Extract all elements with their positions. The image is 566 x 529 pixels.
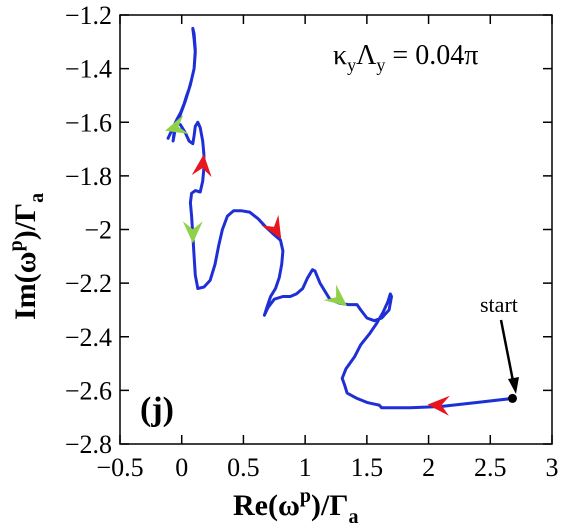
- x-tick-label: 0.5: [227, 453, 260, 482]
- axis-ticks: [119, 14, 553, 445]
- x-tick-label: −0.5: [96, 453, 143, 482]
- x-tick-label: 1: [299, 453, 312, 482]
- y-tick-label: −2.2: [65, 269, 112, 298]
- y-tick-label: −1.4: [65, 55, 112, 84]
- y-tick-label: −2.8: [65, 430, 112, 459]
- x-tick-label: 2.5: [474, 453, 507, 482]
- panel-label: (j): [140, 391, 174, 428]
- y-tick-label: −1.2: [65, 1, 112, 30]
- start-label: start: [480, 292, 518, 317]
- start-pointer-line: [499, 319, 515, 382]
- direction-arrow-marker: [261, 214, 282, 239]
- direction-arrow-marker: [165, 114, 189, 134]
- y-tick-label: −1.6: [65, 108, 112, 137]
- x-tick-label: 2: [422, 453, 435, 482]
- x-axis-title: Re(ωp)/Γa: [233, 485, 358, 528]
- tick-labels: −0.5 0 0.5 1 1.5 2 2.5 3 −2.8 −2.6 −2.4 −2.2 −2 −1.8 −…: [65, 1, 559, 482]
- y-tick-label: −1.8: [65, 162, 112, 191]
- direction-markers: [165, 114, 450, 416]
- y-tick-label: −2.6: [65, 376, 112, 405]
- parameter-annotation: κyΛy = 0.04π: [333, 40, 478, 75]
- direction-arrow-marker: [182, 221, 203, 244]
- y-tick-label: −2: [84, 216, 112, 245]
- trajectory-line: [166, 26, 514, 410]
- direction-arrow-marker: [427, 395, 450, 416]
- start-pointer-head: [508, 377, 519, 394]
- direction-arrow-marker: [323, 284, 348, 307]
- y-tick-label: −2.4: [65, 323, 112, 352]
- x-tick-label: 0: [175, 453, 188, 482]
- start-point: [508, 393, 518, 403]
- direction-arrow-marker: [191, 154, 212, 178]
- x-tick-label: 3: [546, 453, 559, 482]
- x-tick-label: 1.5: [351, 453, 384, 482]
- y-axis-title: Im(ωp)/Γa: [5, 193, 48, 320]
- plot-frame: [119, 14, 553, 445]
